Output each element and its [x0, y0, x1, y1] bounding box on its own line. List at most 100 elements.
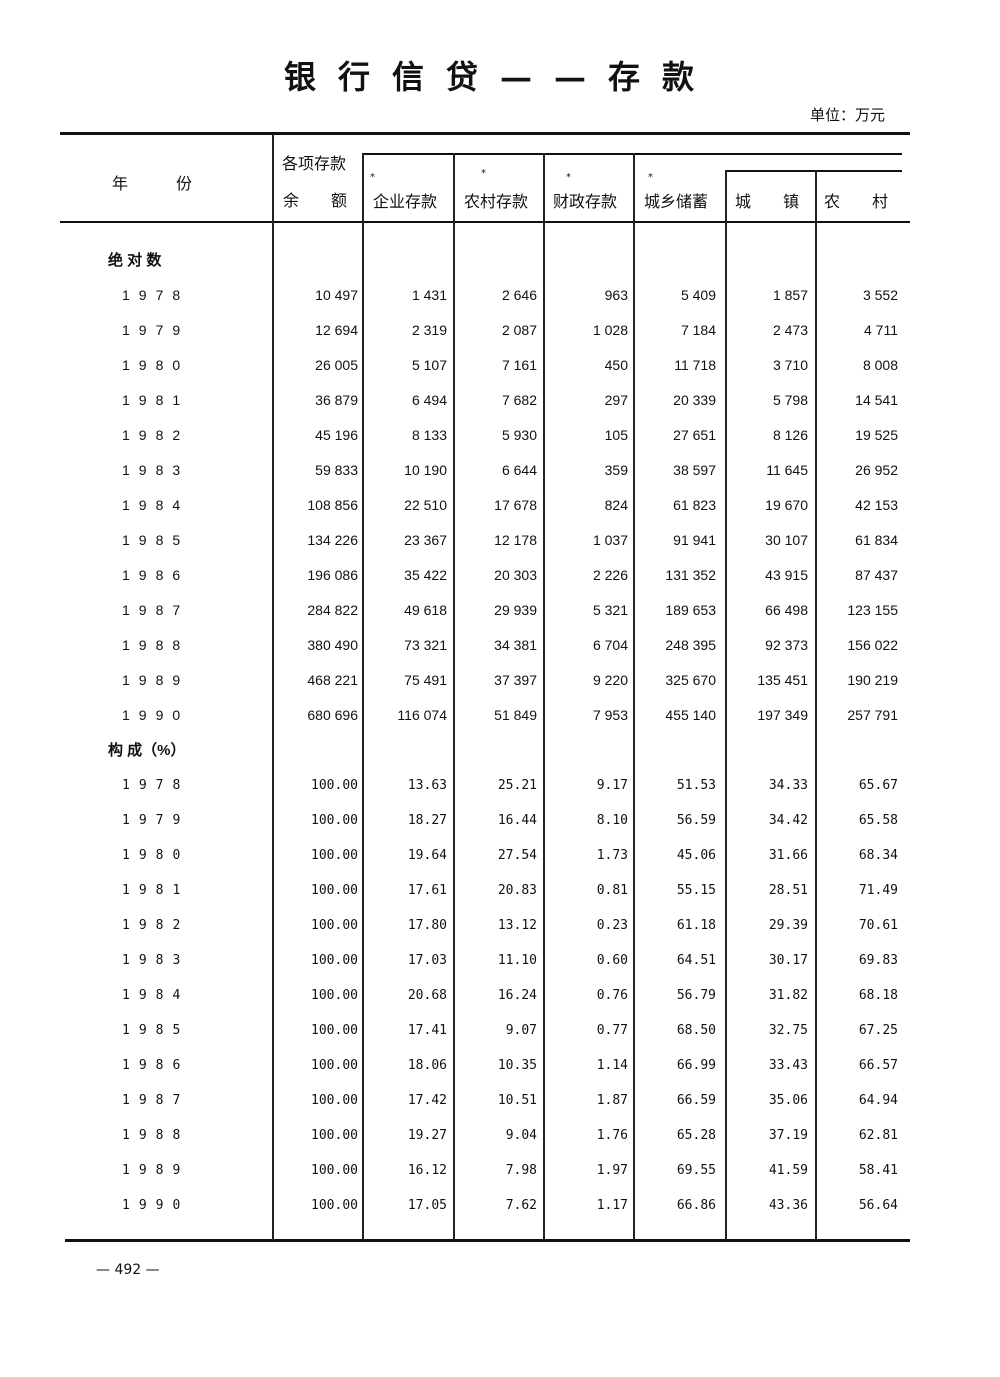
- value-cell: 30.17: [768, 953, 808, 968]
- year-cell: 1990: [122, 1198, 190, 1213]
- value-cell: 56.64: [858, 1198, 898, 1213]
- value-cell: 105: [604, 427, 628, 443]
- value-cell: 197 349: [757, 707, 808, 723]
- value-cell: 8 008: [862, 357, 898, 373]
- value-cell: 1.73: [596, 848, 628, 863]
- value-cell: 18.27: [407, 813, 447, 828]
- value-cell: 0.77: [596, 1023, 628, 1038]
- value-cell: 7 161: [501, 357, 537, 373]
- value-cell: 58.41: [858, 1163, 898, 1178]
- value-cell: 100.00: [311, 918, 358, 933]
- year-cell: 1979: [122, 322, 190, 338]
- table-row: 1990 100.00 17.05 7.62 1.17 66.86 43.36 56.64: [60, 1188, 910, 1223]
- section-label: 构 成（%）: [108, 742, 186, 759]
- value-cell: 2 646: [501, 287, 537, 303]
- year-cell: 1987: [122, 602, 190, 618]
- value-cell: 23 367: [404, 532, 447, 548]
- value-cell: 30 107: [765, 532, 808, 548]
- value-cell: 963: [604, 287, 628, 303]
- value-cell: 33.43: [768, 1058, 808, 1073]
- value-cell: 65.58: [858, 813, 898, 828]
- value-cell: 100.00: [311, 1058, 358, 1073]
- value-cell: 359: [604, 462, 628, 478]
- value-cell: 1 037: [592, 532, 628, 548]
- table-row: 1980 100.00 19.64 27.54 1.73 45.06 31.66 68.34: [60, 838, 910, 873]
- value-cell: 100.00: [311, 1163, 358, 1178]
- table-row: 1986 100.00 18.06 10.35 1.14 66.99 33.43 66.57: [60, 1048, 910, 1083]
- value-cell: 1 431: [411, 287, 447, 303]
- value-cell: 12 694: [315, 322, 358, 338]
- unit-label: 单位：万元: [809, 106, 885, 124]
- value-cell: 5 321: [592, 602, 628, 618]
- value-cell: 66.99: [676, 1058, 716, 1073]
- value-cell: 11 718: [674, 357, 716, 373]
- value-cell: 51 849: [494, 707, 537, 723]
- value-cell: 7.98: [505, 1163, 537, 1178]
- value-cell: 100.00: [311, 778, 358, 793]
- value-cell: 100.00: [311, 848, 358, 863]
- value-cell: 0.23: [596, 918, 628, 933]
- value-cell: 0.81: [596, 883, 628, 898]
- value-cell: 10.35: [497, 1058, 537, 1073]
- value-cell: 11 645: [766, 462, 808, 478]
- column-divider: [362, 153, 364, 1240]
- table-row: 1985 100.00 17.41 9.07 0.77 68.50 32.75 67.25: [60, 1013, 910, 1048]
- table-row: 1978 10 497 1 431 2 646 963 5 409 1 857 3 552: [60, 278, 910, 313]
- value-cell: 17.03: [407, 953, 447, 968]
- value-cell: 455 140: [665, 707, 716, 723]
- header-total-bottom: 余 额: [283, 191, 348, 210]
- header-fiscal: 财政存款: [553, 192, 618, 211]
- value-cell: 19.64: [407, 848, 447, 863]
- header-group-rule: [362, 153, 902, 155]
- value-cell: 16.24: [497, 988, 537, 1003]
- value-cell: 10 190: [404, 462, 447, 478]
- value-cell: 43 915: [765, 567, 808, 583]
- value-cell: 1.17: [596, 1198, 628, 1213]
- value-cell: 37.19: [768, 1128, 808, 1143]
- value-cell: 2 319: [411, 322, 447, 338]
- value-cell: 17 678: [494, 497, 537, 513]
- year-cell: 1986: [122, 1058, 190, 1073]
- value-cell: 824: [604, 497, 628, 513]
- table-row: 1981 36 879 6 494 7 682 297 20 339 5 798 14 541: [60, 383, 910, 418]
- table-row: 1987 284 822 49 618 29 939 5 321 189 653 66 49…: [60, 593, 910, 628]
- value-cell: 468 221: [307, 672, 358, 688]
- year-cell: 1981: [122, 883, 190, 898]
- value-cell: 131 352: [665, 567, 716, 583]
- page-title: 银行信贷——存款: [283, 58, 716, 96]
- value-cell: 29.39: [768, 918, 808, 933]
- value-cell: 2 473: [772, 322, 808, 338]
- value-cell: 13.12: [497, 918, 537, 933]
- value-cell: 28.51: [768, 883, 808, 898]
- value-cell: 26 005: [315, 357, 358, 373]
- value-cell: 9.07: [505, 1023, 537, 1038]
- header-savings: 城乡储蓄: [644, 192, 709, 211]
- value-cell: 7 184: [680, 322, 716, 338]
- value-cell: 75 491: [404, 672, 447, 688]
- value-cell: 73 321: [404, 637, 447, 653]
- table-row: 1989 468 221 75 491 37 397 9 220 325 670 135 4…: [60, 663, 910, 698]
- value-cell: 69.55: [676, 1163, 716, 1178]
- value-cell: 61 834: [855, 532, 898, 548]
- value-cell: 68.34: [858, 848, 898, 863]
- table-row: 1980 26 005 5 107 7 161 450 11 718 3 710 8 008: [60, 348, 910, 383]
- column-divider: [272, 134, 274, 1240]
- page-number: — 492 —: [96, 1262, 160, 1278]
- value-cell: 10.51: [497, 1093, 537, 1108]
- header-year: 年 份: [112, 174, 193, 193]
- value-cell: 1.97: [596, 1163, 628, 1178]
- value-cell: 13.63: [407, 778, 447, 793]
- column-divider: [633, 153, 635, 1240]
- section-row: 绝 对 数: [60, 243, 910, 278]
- value-cell: 62.81: [858, 1128, 898, 1143]
- value-cell: 284 822: [307, 602, 358, 618]
- value-cell: 91 941: [673, 532, 716, 548]
- table-row: 1988 100.00 19.27 9.04 1.76 65.28 37.19 62.81: [60, 1118, 910, 1153]
- header-total-top: 各项存款: [282, 154, 347, 173]
- star-marker: *: [648, 172, 653, 183]
- value-cell: 20.68: [407, 988, 447, 1003]
- value-cell: 27 651: [673, 427, 716, 443]
- value-cell: 25.21: [497, 778, 537, 793]
- year-cell: 1981: [122, 392, 190, 408]
- value-cell: 64.51: [676, 953, 716, 968]
